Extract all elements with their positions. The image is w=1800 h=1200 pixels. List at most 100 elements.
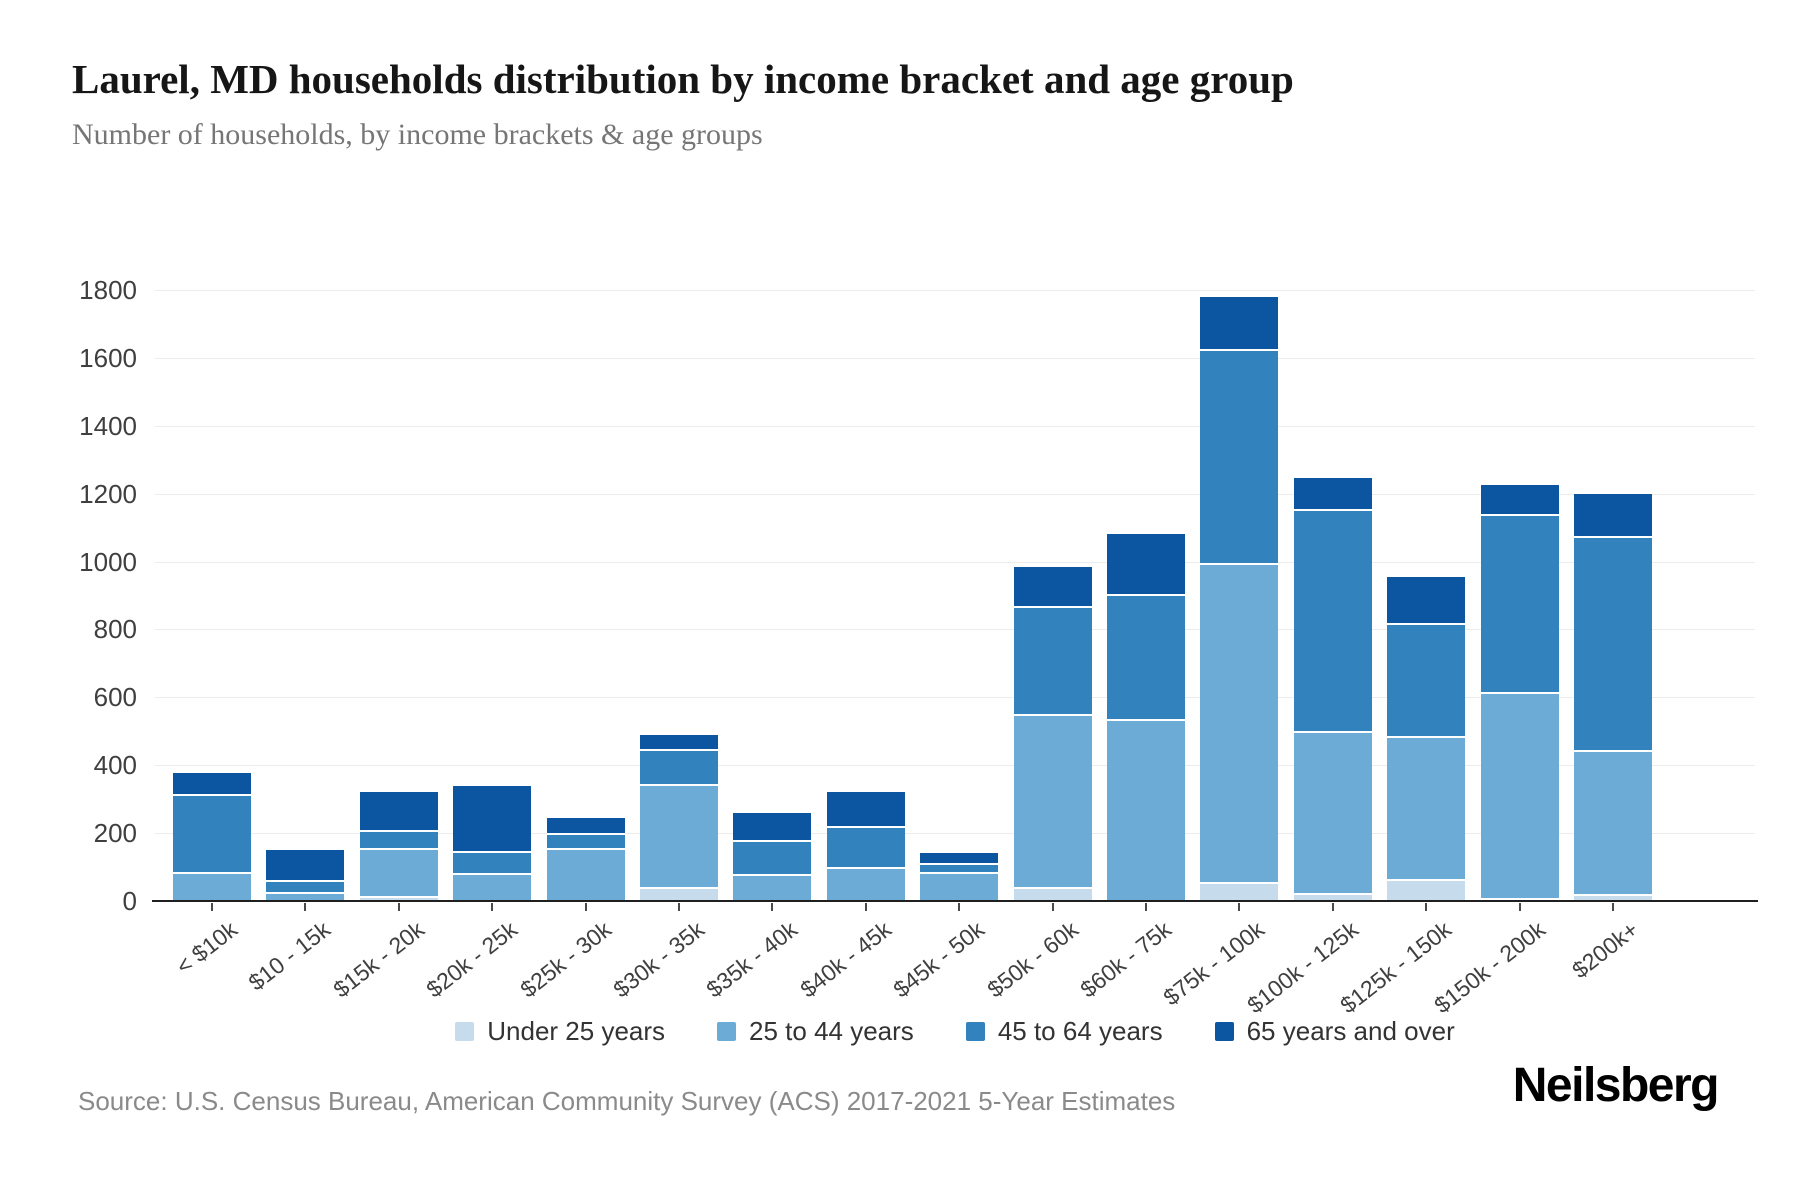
bar-$15k - 20k-segment-65 years and over[interactable] [359, 792, 438, 831]
bar-$50k - 60k-segment-Under 25 years[interactable] [1013, 887, 1092, 901]
legend-item-25 to 44 years[interactable]: 25 to 44 years [717, 1016, 914, 1047]
bar-$40k - 45k-segment-45 to 64 years[interactable] [826, 825, 905, 868]
bar-$100k - 125k-segment-45 to 64 years[interactable] [1293, 508, 1372, 732]
x-axis-tick [1612, 903, 1614, 911]
bar-$125k - 150k-segment-45 to 64 years[interactable] [1387, 622, 1466, 737]
bar-$30k - 35k-segment-45 to 64 years[interactable] [640, 748, 718, 784]
bar-$35k - 40k-segment-65 years and over[interactable] [733, 813, 812, 840]
bar-$45k - 50k-segment-25 to 44 years[interactable] [920, 872, 999, 901]
bar-$75k - 100k-segment-65 years and over[interactable] [1200, 296, 1279, 350]
bar-$10 - 15k-segment-45 to 64 years[interactable] [266, 879, 345, 892]
x-axis-tick [958, 903, 961, 911]
bar-$150k - 200k-segment-65 years and over[interactable] [1480, 485, 1559, 515]
bar-$15k - 20k-segment-25 to 44 years[interactable] [359, 847, 438, 896]
bar-$75k - 100k-segment-Under 25 years[interactable] [1200, 882, 1279, 901]
bar-$20k - 25k-segment-25 to 44 years[interactable] [453, 873, 532, 901]
bar-$25k - 30k-segment-65 years and over[interactable] [546, 817, 625, 834]
x-axis-category-label: $45k - 50k [888, 916, 990, 1003]
bar-< $10k-segment-25 to 44 years[interactable] [173, 872, 251, 901]
x-axis-tick [1051, 903, 1054, 911]
bar-$10 - 15k-segment-65 years and over[interactable] [266, 850, 345, 880]
y-axis-tick-label: 1800 [79, 275, 137, 305]
bar-$50k - 60k-segment-65 years and over[interactable] [1013, 566, 1092, 606]
bar-$150k - 200k-segment-Under 25 years[interactable] [1480, 897, 1559, 901]
bar-$10 - 15k-segment-25 to 44 years[interactable] [266, 891, 345, 901]
gridline-1600 [155, 357, 1755, 359]
bar-$30k - 35k-segment-65 years and over[interactable] [640, 735, 718, 749]
bar-$150k - 200k-segment-25 to 44 years[interactable] [1480, 692, 1559, 898]
bar-$15k - 20k-segment-45 to 64 years[interactable] [359, 830, 438, 848]
bar-$200k+-segment-65 years and over[interactable] [1574, 493, 1652, 537]
neilsberg-logo: Neilsberg [1512, 1059, 1720, 1112]
bar-$15k - 20k-segment-Under 25 years[interactable] [359, 895, 438, 901]
bar-< $10k-segment-45 to 64 years[interactable] [173, 794, 251, 873]
y-axis-tick-label: 0 [122, 886, 137, 916]
bar-$25k - 30k-segment-25 to 44 years[interactable] [546, 848, 625, 901]
bar-$100k - 125k-segment-25 to 44 years[interactable] [1293, 731, 1372, 893]
bar-$200k+-segment-45 to 64 years[interactable] [1574, 536, 1652, 750]
y-axis-tick-label: 1400 [79, 410, 137, 441]
bar-< $10k-segment-65 years and over[interactable] [173, 773, 251, 795]
legend-swatch-icon [455, 1022, 475, 1041]
bar-$100k - 125k-segment-Under 25 years[interactable] [1293, 892, 1372, 901]
legend-label: 25 to 44 years [749, 1016, 914, 1046]
y-axis-tick-label: 400 [93, 750, 137, 781]
x-axis-category-label: $35k - 40k [701, 916, 803, 1003]
bar-$35k - 40k-segment-45 to 64 years[interactable] [733, 839, 812, 874]
bar-$60k - 75k-segment-45 to 64 years[interactable] [1107, 593, 1185, 720]
x-axis-category-label: $50k - 60k [981, 916, 1083, 1003]
bar-$45k - 50k-segment-65 years and over[interactable] [920, 853, 999, 864]
bar-$75k - 100k-segment-25 to 44 years[interactable] [1200, 563, 1279, 883]
bar-$200k+-segment-Under 25 years[interactable] [1574, 894, 1652, 901]
x-axis-category-label: $200k+ [1567, 916, 1644, 984]
legend-item-45 to 64 years[interactable]: 45 to 64 years [965, 1016, 1163, 1047]
bar-$200k+-segment-25 to 44 years[interactable] [1574, 749, 1652, 895]
bar-$100k - 125k-segment-65 years and over[interactable] [1293, 478, 1372, 509]
legend-item-Under 25 years[interactable]: Under 25 years [455, 1016, 665, 1047]
chart-legend: Under 25 years 25 to 44 years 45 to 64 yea… [155, 1016, 1755, 1047]
bar-$50k - 60k-segment-45 to 64 years[interactable] [1013, 605, 1092, 715]
gridline-1200 [155, 493, 1755, 495]
bar-$125k - 150k-segment-65 years and over[interactable] [1387, 576, 1466, 623]
legend-swatch-icon [717, 1022, 737, 1041]
bar-$150k - 200k-segment-45 to 64 years[interactable] [1480, 514, 1559, 693]
bar-$20k - 25k-segment-45 to 64 years[interactable] [453, 851, 532, 874]
legend-label: 65 years and over [1246, 1016, 1455, 1046]
x-axis-tick [864, 903, 867, 911]
x-axis-category-label: $30k - 35k [608, 916, 710, 1003]
bar-$20k - 25k-segment-65 years and over[interactable] [453, 785, 532, 852]
x-axis-category-label: $40k - 45k [795, 916, 896, 1003]
bar-$125k - 150k-segment-Under 25 years[interactable] [1387, 878, 1466, 901]
gridline-400 [155, 765, 1755, 767]
y-axis-tick-label: 1600 [79, 342, 137, 373]
gridline-1800 [155, 290, 1755, 291]
legend-swatch-icon [1214, 1022, 1234, 1041]
bar-$60k - 75k-segment-65 years and over[interactable] [1107, 534, 1185, 594]
x-axis-tick [678, 903, 680, 911]
x-axis-line [152, 900, 1758, 902]
bar-$35k - 40k-segment-25 to 44 years[interactable] [733, 873, 812, 901]
gridline-600 [155, 697, 1755, 699]
bar-$40k - 45k-segment-65 years and over[interactable] [826, 792, 905, 826]
page-subtitle: Number of households, by income brackets… [72, 118, 763, 151]
bar-$45k - 50k-segment-45 to 64 years[interactable] [920, 863, 999, 873]
bar-$25k - 30k-segment-45 to 64 years[interactable] [546, 833, 625, 849]
bar-$40k - 45k-segment-25 to 44 years[interactable] [826, 867, 905, 901]
x-axis-tick [397, 903, 400, 911]
gridline-1400 [155, 425, 1755, 427]
x-axis-tick [1145, 903, 1147, 911]
bar-$50k - 60k-segment-25 to 44 years[interactable] [1013, 714, 1092, 888]
x-axis-category-label: $20k - 25k [421, 916, 523, 1003]
x-axis-tick [1331, 903, 1334, 911]
bar-$125k - 150k-segment-25 to 44 years[interactable] [1387, 736, 1466, 879]
bar-$60k - 75k-segment-25 to 44 years[interactable] [1107, 719, 1185, 901]
x-axis-category-label: < $10k [171, 916, 243, 980]
bar-$75k - 100k-segment-45 to 64 years[interactable] [1200, 349, 1279, 564]
x-axis-tick [304, 903, 307, 911]
x-axis-tick [491, 903, 494, 911]
x-axis-tick [211, 903, 213, 911]
bar-$30k - 35k-segment-25 to 44 years[interactable] [640, 783, 718, 887]
legend-item-65 years and over[interactable]: 65 years and over [1214, 1016, 1455, 1047]
bar-$30k - 35k-segment-Under 25 years[interactable] [640, 886, 718, 901]
